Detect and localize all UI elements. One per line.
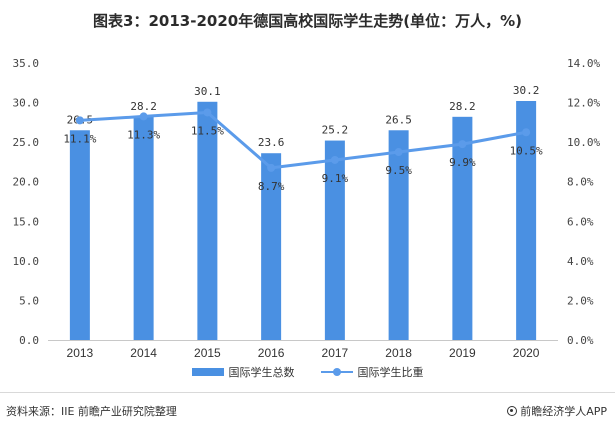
y-right-tick-label: 2.0% <box>567 294 594 307</box>
y-left-tick-label: 30.0 <box>13 97 40 110</box>
bar-value-label: 23.6 <box>258 136 285 149</box>
line-point <box>522 128 531 137</box>
y-right-tick-label: 0.0% <box>567 334 594 347</box>
line-series-path <box>79 110 527 170</box>
legend-item-bar: 国际学生总数 <box>191 364 295 380</box>
y-right-tick-label: 8.0% <box>567 176 594 189</box>
line-value-label: 11.1% <box>63 132 96 145</box>
y-right-tick-label: 6.0% <box>567 215 594 228</box>
x-tick-label: 2017 <box>322 346 349 360</box>
y-left-tick-label: 25.0 <box>13 136 40 149</box>
x-tick-label: 2018 <box>385 346 412 360</box>
bar-value-label: 26.5 <box>385 113 412 126</box>
y-right-tick-label: 4.0% <box>567 255 594 268</box>
brand-name: 前瞻经济学人APP <box>520 405 607 418</box>
x-tick-label: 2016 <box>258 346 285 360</box>
legend-line-swatch <box>320 368 353 376</box>
y-left-tick-label: 0.0 <box>19 334 39 347</box>
line-point <box>330 155 339 164</box>
chart-legend: 国际学生总数 国际学生比重 <box>0 364 615 380</box>
bar <box>133 116 154 341</box>
bar-value-label: 28.2 <box>130 100 157 113</box>
y-left-tick-label: 35.0 <box>13 57 40 70</box>
chart-canvas: 0.0 5.0 10.0 15.0 20.0 25.0 30.0 35.0 0.0% 2.0% 4.… <box>13 57 601 360</box>
footer: 资料来源：IIE 前瞻产业研究院整理 前瞻经济学人APP <box>0 392 615 433</box>
bar <box>197 101 218 340</box>
bar <box>516 100 537 340</box>
bar <box>452 116 473 341</box>
legend-bar-label: 国际学生总数 <box>228 366 295 379</box>
y-right-tick-label: 10.0% <box>567 136 600 149</box>
y-left-tick-label: 5.0 <box>19 294 39 307</box>
line-point <box>458 140 467 149</box>
line-point <box>203 108 212 117</box>
bar-value-label: 25.2 <box>322 124 349 137</box>
line-value-label: 9.9% <box>449 156 476 169</box>
bar <box>261 153 282 340</box>
line-value-label: 11.3% <box>127 128 160 141</box>
legend-bar-swatch <box>191 368 224 376</box>
x-tick-label: 2019 <box>449 346 476 360</box>
line-value-label: 10.5% <box>510 144 543 157</box>
x-tick-label: 2015 <box>194 346 221 360</box>
x-tick-label: 2013 <box>67 346 94 360</box>
bar-value-label: 30.2 <box>513 84 540 97</box>
brand-credit: 前瞻经济学人APP <box>507 403 607 419</box>
bar-value-label: 28.2 <box>449 100 476 113</box>
bar <box>324 140 345 340</box>
line-point <box>75 116 84 125</box>
y-right-tick-label: 12.0% <box>567 97 600 110</box>
legend-item-line: 国际学生比重 <box>320 364 424 380</box>
line-point <box>267 163 276 172</box>
y-left-tick-label: 20.0 <box>13 176 40 189</box>
brand-logo-icon <box>507 406 518 416</box>
x-tick-label: 2014 <box>130 346 157 360</box>
source-note: 资料来源：IIE 前瞻产业研究院整理 <box>6 405 177 418</box>
y-right-tick-label: 14.0% <box>567 57 600 70</box>
bar <box>69 130 90 340</box>
line-value-label: 9.5% <box>385 164 412 177</box>
line-point <box>394 148 403 157</box>
line-value-label: 8.7% <box>258 180 285 193</box>
bar <box>388 130 409 340</box>
y-left-tick-label: 10.0 <box>13 255 40 268</box>
x-tick-label: 2020 <box>513 346 540 360</box>
y-left-tick-label: 15.0 <box>13 215 40 228</box>
line-value-label: 9.1% <box>322 172 349 185</box>
chart-title: 图表3：2013-2020年德国高校国际学生走势(单位：万人，%) <box>93 12 522 30</box>
legend-line-label: 国际学生比重 <box>357 366 424 379</box>
line-point <box>139 112 148 121</box>
bar-value-label: 30.1 <box>194 85 221 98</box>
line-value-label: 11.5% <box>191 124 224 137</box>
